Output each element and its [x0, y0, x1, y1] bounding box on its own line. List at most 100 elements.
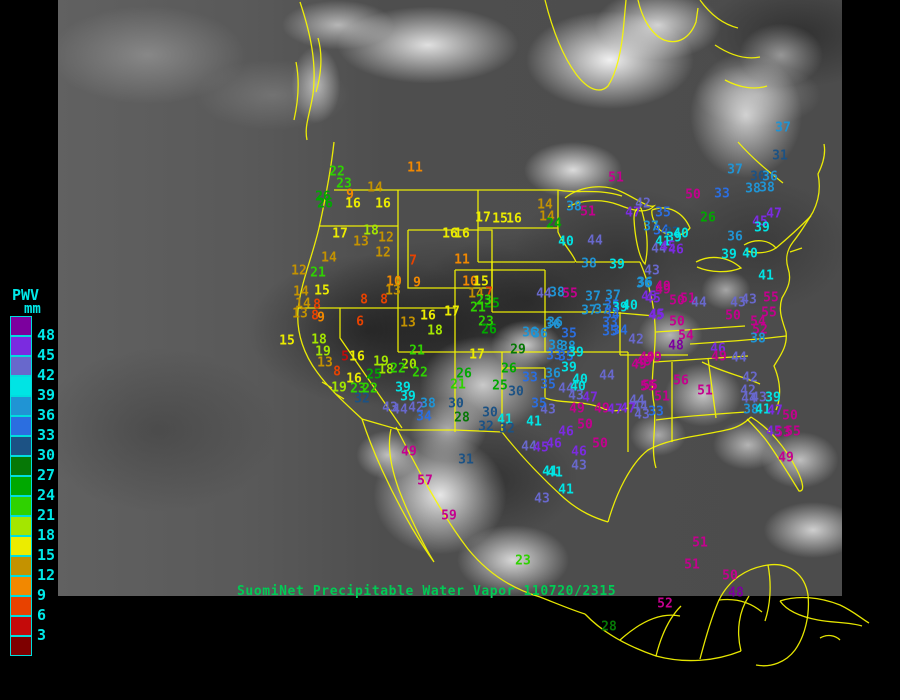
station-pwv-value: 49 [711, 349, 727, 365]
station-pwv-value: 38 [743, 402, 759, 418]
station-pwv-value: 13 [353, 234, 369, 250]
station-pwv-value: 38 [566, 199, 582, 215]
legend-label: 24 [37, 486, 56, 504]
station-pwv-value: 49 [639, 350, 655, 366]
station-pwv-value: 15 [279, 333, 295, 349]
station-pwv-value: 23 [350, 381, 366, 397]
station-pwv-value: 22 [362, 381, 378, 397]
station-pwv-value: 43 [730, 295, 746, 311]
station-pwv-value: 43 [534, 491, 550, 507]
station-pwv-value: 32 [478, 419, 494, 435]
hudson-bay [544, 0, 768, 91]
station-pwv-value: 50 [782, 408, 798, 424]
station-pwv-value: 18 [311, 332, 327, 348]
station-pwv-value: 54 [750, 314, 766, 330]
station-pwv-value: 35 [531, 396, 547, 412]
legend-swatch [10, 516, 32, 536]
station-pwv-value: 55 [640, 379, 656, 395]
station-pwv-value: 37 [775, 120, 791, 136]
station-pwv-value: 32 [499, 421, 515, 437]
station-pwv-value: 43 [634, 407, 650, 423]
legend-label: 48 [37, 326, 56, 344]
yucatan [699, 563, 810, 667]
station-pwv-value: 42 [742, 370, 758, 386]
station-pwv-value: 45 [752, 214, 768, 230]
station-pwv-value: 47 [607, 402, 623, 418]
image-title: SuomiNet Precipitable Water Vapor 110720… [237, 584, 617, 599]
station-pwv-value: 38 [420, 396, 436, 412]
station-pwv-value: 22 [412, 365, 428, 381]
station-pwv-value: 36 [532, 326, 548, 342]
station-pwv-value: 8 [333, 364, 341, 380]
station-pwv-value: 46 [668, 242, 684, 258]
station-pwv-value: 38 [581, 256, 597, 272]
station-pwv-value: 5 [341, 349, 349, 365]
station-pwv-value: 36 [762, 169, 778, 185]
station-pwv-value: 32 [354, 391, 370, 407]
station-pwv-value: 49 [655, 282, 671, 298]
station-pwv-value: 41 [755, 402, 771, 418]
station-pwv-value: 48 [668, 338, 684, 354]
legend-swatch [10, 376, 32, 396]
lake-erie [695, 256, 743, 273]
station-pwv-value: 49 [646, 350, 662, 366]
station-pwv-value: 49 [636, 354, 652, 370]
station-pwv-value: 16 [506, 211, 522, 227]
station-pwv-value: 39 [754, 220, 770, 236]
station-pwv-value: 16 [442, 226, 458, 242]
station-pwv-value: 8 [311, 308, 319, 324]
station-pwv-value: 49 [594, 401, 610, 417]
station-pwv-value: 10 [386, 274, 402, 290]
station-pwv-value: 41 [542, 464, 558, 480]
station-pwv-value: 39 [395, 380, 411, 396]
station-pwv-value: 17 [475, 210, 491, 226]
station-pwv-value: 33 [714, 186, 730, 202]
state-lines-plains [477, 190, 688, 452]
station-pwv-value: 12 [291, 263, 307, 279]
legend-label: 30 [37, 446, 56, 464]
station-pwv-value: 40 [622, 298, 638, 314]
legend-title: PWV [12, 286, 40, 304]
coastline-west [297, 141, 363, 420]
station-pwv-value: 37 [643, 219, 659, 235]
station-pwv-value: 43 [644, 263, 660, 279]
station-pwv-value: 44 [731, 350, 747, 366]
station-pwv-value: 42 [628, 332, 644, 348]
station-pwv-value: 16 [346, 371, 362, 387]
station-pwv-value: 16 [375, 196, 391, 212]
mississippi-river [639, 261, 657, 469]
station-pwv-value: 17 [444, 304, 460, 320]
station-pwv-value: 13 [292, 306, 308, 322]
station-pwv-value: 44 [392, 402, 408, 418]
gulf-coast [607, 416, 752, 523]
legend-label: 45 [37, 346, 56, 364]
station-pwv-value: 13 [385, 283, 401, 299]
border-canada [334, 189, 623, 197]
florida-coast [746, 416, 804, 492]
station-pwv-value: 8 [360, 292, 368, 308]
station-pwv-value: 51 [654, 389, 670, 405]
station-pwv-value: 50 [725, 308, 741, 324]
station-pwv-value: 44 [599, 368, 615, 384]
legend-swatch [10, 396, 32, 416]
station-pwv-value: 54 [678, 328, 694, 344]
station-pwv-value: 45 [648, 308, 664, 324]
station-pwv-value: 30 [508, 384, 524, 400]
station-pwv-value: 56 [673, 373, 689, 389]
station-pwv-value: 44 [632, 399, 648, 415]
station-pwv-value: 26 [315, 189, 331, 205]
legend-label: 42 [37, 366, 56, 384]
station-pwv-value: 25 [366, 367, 382, 383]
station-pwv-value: 55 [761, 305, 777, 321]
station-pwv-value: 41 [497, 412, 513, 428]
station-pwv-value: 25 [492, 378, 508, 394]
baja-peninsula [361, 418, 435, 563]
station-pwv-value: 34 [612, 323, 628, 339]
station-pwv-value: 39 [666, 230, 682, 246]
legend-swatch [10, 416, 32, 436]
station-pwv-value: 31 [772, 148, 788, 164]
station-pwv-value: 50 [592, 436, 608, 452]
station-pwv-value: 39 [561, 360, 577, 376]
station-pwv-value: 45 [649, 307, 665, 323]
